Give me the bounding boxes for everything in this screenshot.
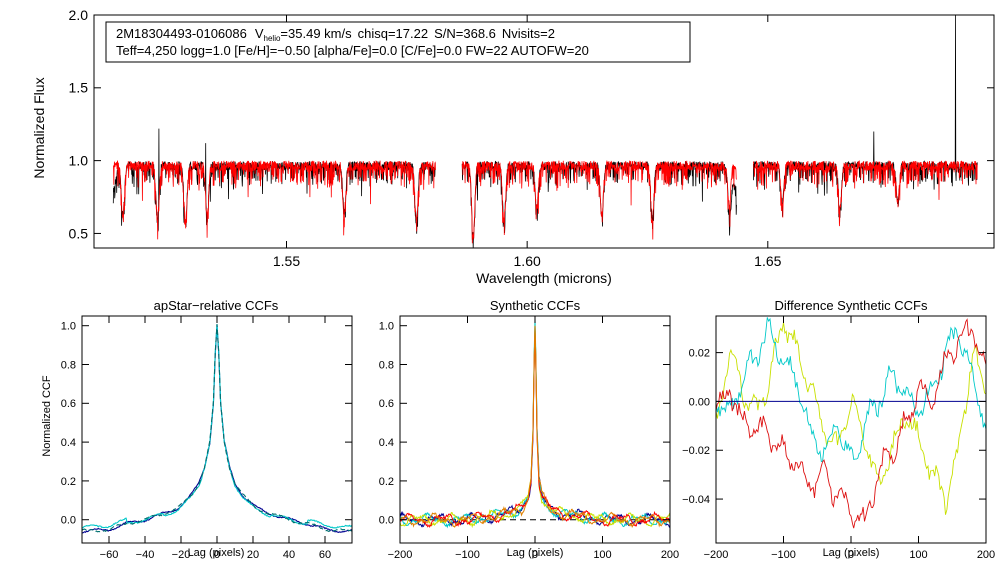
apstar-ccf-ytick-label: 0.2 — [61, 476, 76, 488]
apstar-ccf-ytick-label: 0.4 — [61, 437, 76, 449]
spectrum-ytick-label: 1.5 — [69, 80, 89, 96]
synthetic-ccf-series-5 — [399, 325, 671, 528]
synthetic-ccf-series-1 — [399, 324, 671, 528]
apstar-ccf-title: apStar−relative CCFs — [154, 298, 279, 313]
snr-value: S/N=368.6 — [434, 26, 496, 41]
synthetic-ccf-ticks: −200 −100 0 100 200 0.0 0.2 0.4 0.6 0.8 1.0 — [379, 316, 679, 561]
spectrum-xtick-label: 1.65 — [754, 253, 781, 269]
vhelio-subscript: helio — [264, 34, 281, 43]
spectrum-series-observed-segment-3 — [753, 14, 978, 218]
apstar-ccf-xtick-label: −40 — [136, 549, 155, 561]
spectrum-lines — [112, 14, 978, 249]
star-id: 2M18304493-0106086 — [116, 26, 247, 41]
difference-ccf-series-2 — [715, 317, 987, 463]
synthetic-ccf-xtick-label: −200 — [388, 549, 413, 561]
apstar-ccf-series-3 — [81, 324, 353, 533]
difference-ccf-panel: Difference Synthetic CCFs −200 −100 0 100 20… — [682, 298, 995, 561]
difference-ccf-xtick-label: 0 — [848, 549, 854, 561]
apstar-ccf-xtick-label: 60 — [319, 549, 331, 561]
synthetic-ccf-lines — [399, 318, 671, 529]
difference-ccf-xtick-label: −200 — [704, 549, 729, 561]
spectrum-panel: 1.55 1.60 1.65 0.5 1.0 1.5 2.0 2M18304493-0106… — [31, 7, 995, 286]
annotation-line-2: Teff=4,250 logg=1.0 [Fe/H]=−0.50 [alpha/… — [116, 43, 589, 58]
synthetic-ccf-xtick-label: 100 — [593, 549, 611, 561]
spectrum-ylabel: Normalized Flux — [31, 77, 47, 178]
synthetic-ccf-series-4 — [399, 329, 671, 529]
apstar-ccf-series-1 — [81, 325, 353, 534]
annotation-box — [105, 21, 691, 63]
spectrum-ticks: 1.55 1.60 1.65 0.5 1.0 1.5 2.0 — [69, 7, 994, 269]
spectrum-series-observed-segment-2 — [461, 160, 737, 249]
apstar-ccf-panel: apStar−relative CCFs −60 −40 −20 0 20 40 60 0.0… — [41, 298, 353, 561]
synthetic-ccf-ytick-label: 1.0 — [379, 321, 394, 333]
difference-ccf-ytick-label: 0.02 — [689, 347, 710, 359]
difference-ccf-ytick-label: −0.02 — [682, 445, 710, 457]
apstar-ccf-ylabel: Normalized CCF — [41, 375, 53, 457]
apstar-ccf-xlabel: Lag (pixels) — [188, 547, 245, 559]
difference-ccf-ytick-label: −0.04 — [682, 494, 710, 506]
synthetic-ccf-ytick-label: 0.0 — [379, 515, 394, 527]
spectrum-ytick-label: 0.5 — [69, 225, 89, 241]
spectrum-ytick-label: 1.0 — [69, 153, 89, 169]
difference-ccf-xtick-label: 200 — [977, 549, 995, 561]
apstar-ccf-xtick-label: −60 — [100, 549, 119, 561]
apstar-ccf-series-2 — [81, 324, 353, 529]
difference-ccf-xtick-label: 100 — [909, 549, 927, 561]
synthetic-ccf-xlabel: Lag (pixels) — [507, 547, 564, 559]
apstar-ccf-ytick-label: 0.6 — [61, 398, 76, 410]
difference-ccf-title: Difference Synthetic CCFs — [775, 298, 928, 313]
apstar-ccf-frame — [81, 315, 353, 544]
difference-ccf-ytick-label: 0.00 — [689, 396, 710, 408]
apstar-ccf-lines — [81, 324, 353, 534]
spectrum-plot-frame — [93, 14, 995, 249]
apstar-ccf-ytick-label: 1.0 — [61, 321, 76, 333]
difference-ccf-series-1 — [715, 322, 987, 515]
synthetic-ccf-title: Synthetic CCFs — [490, 298, 581, 313]
synthetic-ccf-xtick-label: 200 — [661, 549, 679, 561]
vhelio-label: V — [255, 26, 264, 41]
spectrum-series-synthetic-segment-2 — [461, 159, 737, 244]
difference-ccf-series-3 — [715, 318, 987, 529]
spectrum-series-synthetic-segment-3 — [753, 159, 978, 227]
synthetic-ccf-xtick-label: 0 — [532, 549, 538, 561]
apstar-ccf-ticks: −60 −40 −20 0 20 40 60 0.0 0.2 0.4 0.6 0.8 1.0 — [61, 316, 352, 561]
difference-ccf-ticks: −200 −100 0 100 200 −0.04 −0.02 0.00 0.02 — [682, 316, 995, 561]
nvisits-value: Nvisits=2 — [502, 26, 555, 41]
synthetic-ccf-ytick-label: 0.4 — [379, 437, 394, 449]
spectrum-series-synthetic-segment-1 — [112, 160, 436, 240]
annotation-line-1: 2M18304493-0106086 Vhelio=35.49 km/s chisq… — [116, 26, 555, 43]
spectrum-ytick-label: 2.0 — [69, 7, 89, 23]
spectrum-xlabel: Wavelength (microns) — [476, 270, 612, 286]
apstar-ccf-xtick-label: 40 — [283, 549, 295, 561]
synthetic-ccf-xtick-label: −100 — [455, 549, 480, 561]
synthetic-ccf-ytick-label: 0.8 — [379, 359, 394, 371]
apstar-ccf-ytick-label: 0.8 — [61, 359, 76, 371]
synthetic-ccf-panel: Synthetic CCFs −200 −100 0 100 200 0.0 0.2 0.4 0… — [379, 298, 679, 561]
synthetic-ccf-ytick-label: 0.6 — [379, 398, 394, 410]
apstar-ccf-ytick-label: 0.0 — [61, 515, 76, 527]
difference-ccf-xtick-label: −100 — [771, 549, 796, 561]
apstar-ccf-xtick-label: 20 — [247, 549, 259, 561]
apstar-ccf-xtick-label: 0 — [214, 549, 220, 561]
spectrum-xtick-label: 1.60 — [514, 253, 541, 269]
difference-ccf-lines — [715, 317, 987, 529]
spectrum-xtick-label: 1.55 — [273, 253, 300, 269]
chisq-value: chisq=17.22 — [358, 26, 428, 41]
difference-ccf-xlabel: Lag (pixels) — [823, 547, 880, 559]
apstar-ccf-xtick-label: −20 — [172, 549, 191, 561]
synthetic-ccf-series-3 — [399, 325, 671, 529]
vhelio-value: =35.49 km/s — [280, 26, 352, 41]
synthetic-ccf-ytick-label: 0.2 — [379, 476, 394, 488]
